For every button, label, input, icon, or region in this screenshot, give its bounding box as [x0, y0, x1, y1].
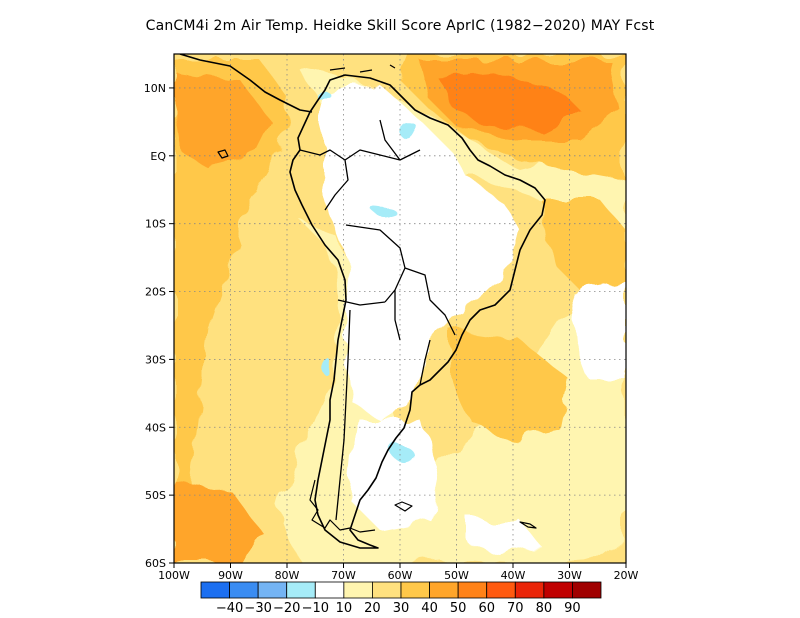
field-zone-neg-1 [375, 206, 395, 218]
lat-tick-label: 10N [144, 82, 166, 95]
colorbar-swatch-1 [229, 581, 259, 599]
lat-tick-label: 50S [145, 489, 166, 502]
lon-tick-label: 90W [218, 569, 243, 582]
lon-tick-label: 80W [275, 569, 300, 582]
colorbar-label: 50 [450, 601, 467, 616]
colorbar-swatch-0 [200, 581, 230, 599]
lat-tick-label: 40S [145, 421, 166, 434]
colorbar-label: 40 [421, 601, 438, 616]
colorbar-swatch-6 [372, 581, 402, 599]
field-zone-50-west [174, 70, 270, 170]
lon-tick-label: 30W [557, 569, 582, 582]
colorbar-label: −20 [273, 601, 300, 616]
colorbar-label: 70 [507, 601, 524, 616]
coastlines [179, 54, 546, 549]
map-grid [174, 54, 626, 563]
colorbar-label: 20 [364, 601, 381, 616]
field-zone-60-northeast [440, 75, 580, 130]
lat-tick-label: 10S [145, 218, 166, 231]
colorbar-label: −10 [302, 601, 329, 616]
field-zone-white-southeast [470, 520, 540, 555]
coastline-south-america [289, 74, 546, 549]
coastline-galapagos [217, 149, 229, 159]
field-zone-neg-5 [392, 445, 412, 461]
colorbar-swatch-10 [486, 581, 516, 599]
lon-tick-label: 50W [444, 569, 469, 582]
field-zone-40-pacific [174, 60, 290, 560]
coastline-caribbean-islands [329, 64, 396, 73]
field-zone-neg-2 [400, 120, 416, 140]
colorbar-swatch-5 [343, 581, 373, 599]
longitude-axis: 100W 90W 80W 70W 60W 50W 40W 30W 20W [158, 563, 639, 582]
lat-tick-label: EQ [150, 150, 166, 163]
border-interior-central [337, 224, 456, 341]
colorbar-label: 90 [564, 601, 581, 616]
skill-score-field [174, 54, 626, 563]
latitude-axis: 10N EQ 10S 20S 30S 40S 50S 60S [144, 82, 174, 570]
coastline-falklands [394, 501, 413, 512]
field-zone-white-south [350, 420, 440, 530]
field-zone-white-continent [320, 85, 520, 420]
colorbar-swatch-13 [572, 581, 602, 599]
colorbar-label: 80 [536, 601, 553, 616]
coastline-tierra-del-fuego [309, 479, 376, 533]
field-zone-40-southeast [450, 330, 570, 440]
lat-tick-label: 20S [145, 286, 166, 299]
colorbar-swatch-9 [457, 581, 488, 599]
colorbar-swatch-4 [314, 581, 345, 599]
colorbar-swatch-8 [429, 581, 459, 599]
colorbar-label: −40 [216, 601, 243, 616]
colorbar-label: 30 [393, 601, 410, 616]
map-title: CanCM4i 2m Air Temp. Heidke Skill Score … [145, 18, 655, 34]
colorbar-label: 60 [478, 601, 495, 616]
colorbar-swatch-12 [543, 581, 573, 599]
colorbar-label: −30 [244, 601, 271, 616]
border-interior-north [299, 119, 421, 211]
lon-tick-label: 100W [158, 569, 190, 582]
coastline-central-america [179, 54, 313, 113]
lon-tick-label: 70W [331, 569, 356, 582]
coastline-south-georgia [519, 521, 537, 529]
field-zone-neg-4 [318, 353, 326, 371]
lat-tick-label: 60S [145, 557, 166, 570]
colorbar: −40 −30 −20 −10 10 20 30 40 50 60 70 80 90 [200, 581, 602, 616]
colorbar-swatch-7 [400, 581, 430, 599]
colorbar-swatch-2 [257, 581, 288, 599]
field-zone-50-southwest [174, 480, 260, 563]
lon-tick-label: 20W [614, 569, 639, 582]
colorbar-swatch-11 [514, 581, 545, 599]
lon-tick-label: 60W [388, 569, 413, 582]
colorbar-swatch-3 [286, 581, 316, 599]
lat-tick-label: 30S [145, 353, 166, 366]
field-zone-neg-3 [313, 87, 327, 97]
lon-tick-label: 40W [501, 569, 526, 582]
border-interior-south [335, 309, 431, 521]
field-zone-white-east [570, 280, 626, 380]
colorbar-label: 10 [336, 601, 353, 616]
